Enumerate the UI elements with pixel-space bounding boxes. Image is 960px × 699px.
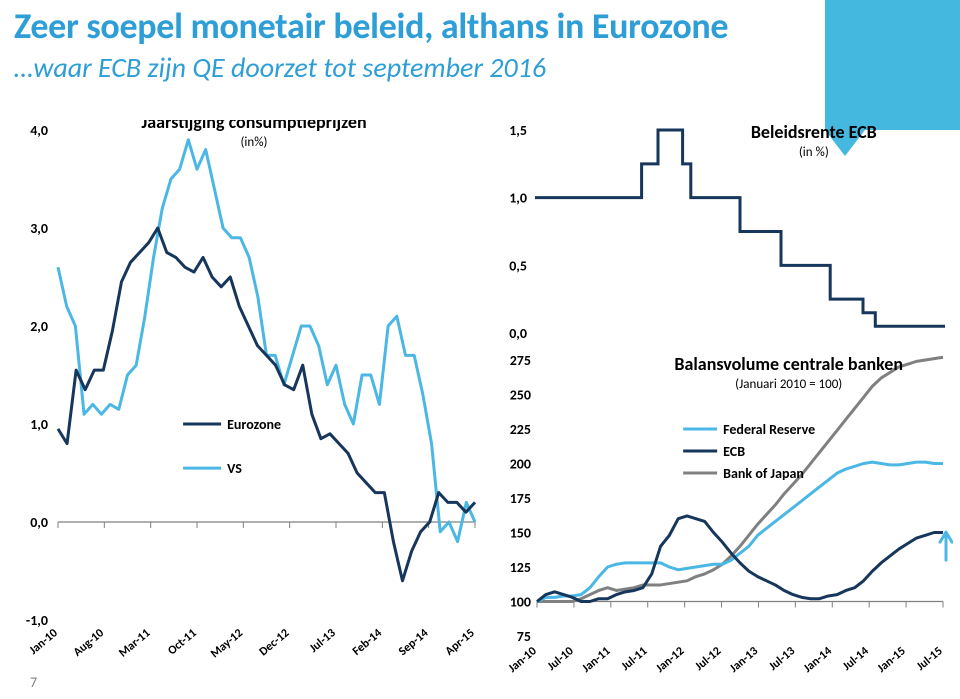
- svg-text:100: 100: [510, 594, 531, 611]
- svg-text:275: 275: [510, 352, 531, 369]
- svg-text:VS: VS: [227, 460, 242, 477]
- svg-text:Sep-14: Sep-14: [396, 626, 431, 659]
- svg-text:1,0: 1,0: [30, 416, 48, 433]
- svg-text:2,0: 2,0: [30, 318, 48, 335]
- svg-text:250: 250: [510, 387, 531, 404]
- svg-text:Jan-10: Jan-10: [506, 644, 540, 675]
- page-title: Zeer soepel monetair beleid, althans in …: [14, 4, 728, 48]
- svg-text:Jul-10: Jul-10: [545, 644, 576, 673]
- svg-text:Jan-13: Jan-13: [727, 644, 761, 675]
- svg-text:Apr-15: Apr-15: [443, 626, 478, 658]
- svg-text:0,0: 0,0: [509, 325, 527, 340]
- svg-text:Balansvolume centrale banken: Balansvolume centrale banken: [674, 353, 903, 375]
- svg-text:(in %): (in %): [799, 145, 829, 160]
- svg-text:Jul-15: Jul-15: [914, 644, 945, 673]
- svg-text:150: 150: [510, 525, 531, 542]
- chart-ecb-rate: 0,0 0,5 1,0 1,5 Beleidsrente ECB (in %): [495, 115, 950, 340]
- accent-block: [825, 0, 960, 130]
- svg-text:Jul-12: Jul-12: [693, 644, 724, 673]
- svg-text:-1,0: -1,0: [26, 612, 48, 629]
- svg-text:0,5: 0,5: [509, 257, 527, 274]
- svg-text:175: 175: [510, 490, 531, 507]
- svg-text:Jan-12: Jan-12: [654, 644, 688, 675]
- svg-text:Aug-10: Aug-10: [71, 626, 107, 659]
- svg-text:(Januari 2010 = 100): (Januari 2010 = 100): [735, 377, 842, 392]
- svg-text:1,5: 1,5: [509, 122, 527, 139]
- svg-text:Jan-11: Jan-11: [580, 644, 614, 675]
- svg-text:May-12: May-12: [208, 626, 246, 661]
- title-bar: Zeer soepel monetair beleid, althans in …: [0, 0, 825, 98]
- svg-text:0,0: 0,0: [30, 514, 48, 531]
- page-number: 7: [30, 674, 37, 691]
- svg-text:225: 225: [510, 421, 531, 438]
- svg-text:Oct-11: Oct-11: [165, 626, 199, 658]
- svg-text:(in%): (in%): [240, 135, 267, 150]
- svg-text:ECB: ECB: [723, 443, 745, 460]
- chart-balance-sheets: 75100125150175200225250275Jan-10Jul-10Ja…: [495, 350, 953, 685]
- svg-text:Jan-15: Jan-15: [875, 644, 909, 675]
- svg-text:125: 125: [510, 559, 531, 576]
- svg-text:Jan-10: Jan-10: [27, 626, 61, 657]
- svg-text:Jul-13: Jul-13: [767, 644, 798, 673]
- svg-text:Jul-14: Jul-14: [840, 644, 871, 673]
- svg-text:4,0: 4,0: [30, 122, 48, 139]
- svg-text:75: 75: [517, 628, 531, 645]
- svg-text:Mar-11: Mar-11: [116, 626, 153, 660]
- svg-text:3,0: 3,0: [30, 220, 48, 237]
- svg-text:Jaarstijging consumptieprijzen: Jaarstijging consumptieprijzen: [141, 120, 366, 133]
- svg-text:Jul-11: Jul-11: [619, 644, 650, 673]
- svg-text:Jan-14: Jan-14: [801, 644, 835, 675]
- page-subtitle: …waar ECB zijn QE doorzet tot september …: [14, 50, 546, 85]
- svg-text:Jul-13: Jul-13: [307, 626, 338, 655]
- svg-text:Beleidsrente ECB: Beleidsrente ECB: [751, 121, 877, 143]
- svg-text:Federal Reserve: Federal Reserve: [723, 421, 815, 438]
- svg-text:Feb-14: Feb-14: [350, 626, 385, 658]
- chart-cpi-inflation: -1,0 0,0 1,0 2,0 3,0 4,0 Jan-10 Aug-10 Mar-11 Oct…: [10, 120, 480, 670]
- svg-text:1,0: 1,0: [509, 190, 527, 207]
- svg-text:Eurozone: Eurozone: [227, 416, 281, 433]
- svg-text:200: 200: [510, 456, 531, 473]
- svg-text:Bank of Japan: Bank of Japan: [723, 465, 804, 482]
- svg-text:Dec-12: Dec-12: [257, 626, 292, 659]
